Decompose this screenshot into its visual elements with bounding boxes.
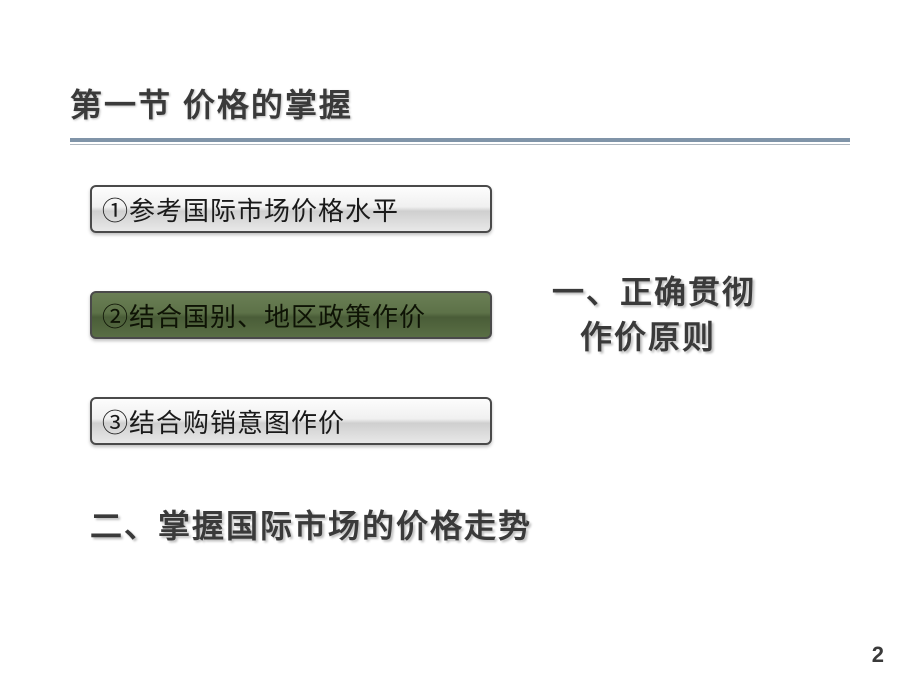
principle-line2: 作价原则	[552, 315, 756, 360]
divider-top	[70, 138, 850, 142]
button-column: ①参考国际市场价格水平 ②结合国别、地区政策作价 ③结合购销意图作价	[90, 185, 492, 445]
point-label: ①参考国际市场价格水平	[102, 191, 399, 228]
point-label: ②结合国别、地区政策作价	[102, 297, 426, 334]
point-button-3: ③结合购销意图作价	[90, 397, 492, 445]
content-row: ①参考国际市场价格水平 ②结合国别、地区政策作价 ③结合购销意图作价 一、正确贯…	[70, 185, 850, 445]
slide: 第一节 价格的掌握 ①参考国际市场价格水平 ②结合国别、地区政策作价 ③结合购销…	[0, 0, 920, 690]
section-title: 第一节 价格的掌握	[70, 80, 850, 126]
divider-bottom	[70, 144, 850, 145]
point-button-1: ①参考国际市场价格水平	[90, 185, 492, 233]
page-number: 2	[872, 642, 884, 668]
principle-label: 一、正确贯彻 作价原则	[552, 270, 756, 360]
principle-line1: 一、正确贯彻	[552, 270, 756, 315]
title-divider	[70, 138, 850, 145]
subsection-2: 二、掌握国际市场的价格走势	[90, 501, 850, 547]
point-label: ③结合购销意图作价	[102, 403, 345, 440]
point-button-2: ②结合国别、地区政策作价	[90, 291, 492, 339]
